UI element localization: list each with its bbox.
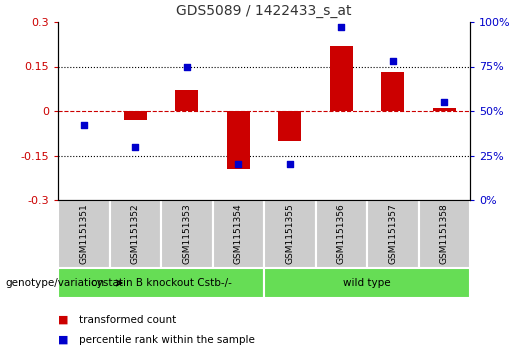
Text: GSM1151357: GSM1151357: [388, 204, 397, 264]
Bar: [316, 200, 367, 268]
Text: GSM1151352: GSM1151352: [131, 204, 140, 264]
Point: [286, 162, 294, 167]
Bar: [330, 46, 353, 111]
Bar: [227, 111, 250, 169]
Text: GSM1151355: GSM1151355: [285, 204, 294, 264]
Text: percentile rank within the sample: percentile rank within the sample: [79, 335, 254, 345]
Bar: [161, 200, 213, 268]
Point: [80, 122, 88, 128]
Point: [183, 64, 191, 69]
Bar: [264, 200, 316, 268]
Text: GSM1151353: GSM1151353: [182, 204, 191, 264]
Text: GSM1151354: GSM1151354: [234, 204, 243, 264]
Text: ■: ■: [58, 315, 68, 325]
Text: GSM1151356: GSM1151356: [337, 204, 346, 264]
Point: [440, 99, 449, 105]
Bar: [381, 73, 404, 111]
Bar: [264, 268, 470, 298]
Text: GSM1151358: GSM1151358: [440, 204, 449, 264]
Point: [234, 162, 243, 167]
Bar: [124, 111, 147, 120]
Bar: [419, 200, 470, 268]
Bar: [58, 200, 110, 268]
Text: genotype/variation: genotype/variation: [5, 278, 104, 288]
Point: [389, 58, 397, 64]
Bar: [367, 200, 419, 268]
Text: ■: ■: [58, 335, 68, 345]
Point: [131, 144, 140, 150]
Bar: [58, 268, 264, 298]
Text: GSM1151351: GSM1151351: [79, 204, 88, 264]
Text: cystatin B knockout Cstb-/-: cystatin B knockout Cstb-/-: [91, 278, 231, 288]
Point: [337, 24, 346, 30]
Bar: [433, 108, 456, 111]
Bar: [278, 111, 301, 141]
Bar: [175, 90, 198, 111]
Bar: [213, 200, 264, 268]
Text: transformed count: transformed count: [79, 315, 176, 325]
Text: wild type: wild type: [343, 278, 391, 288]
Bar: [110, 200, 161, 268]
Title: GDS5089 / 1422433_s_at: GDS5089 / 1422433_s_at: [176, 4, 352, 18]
